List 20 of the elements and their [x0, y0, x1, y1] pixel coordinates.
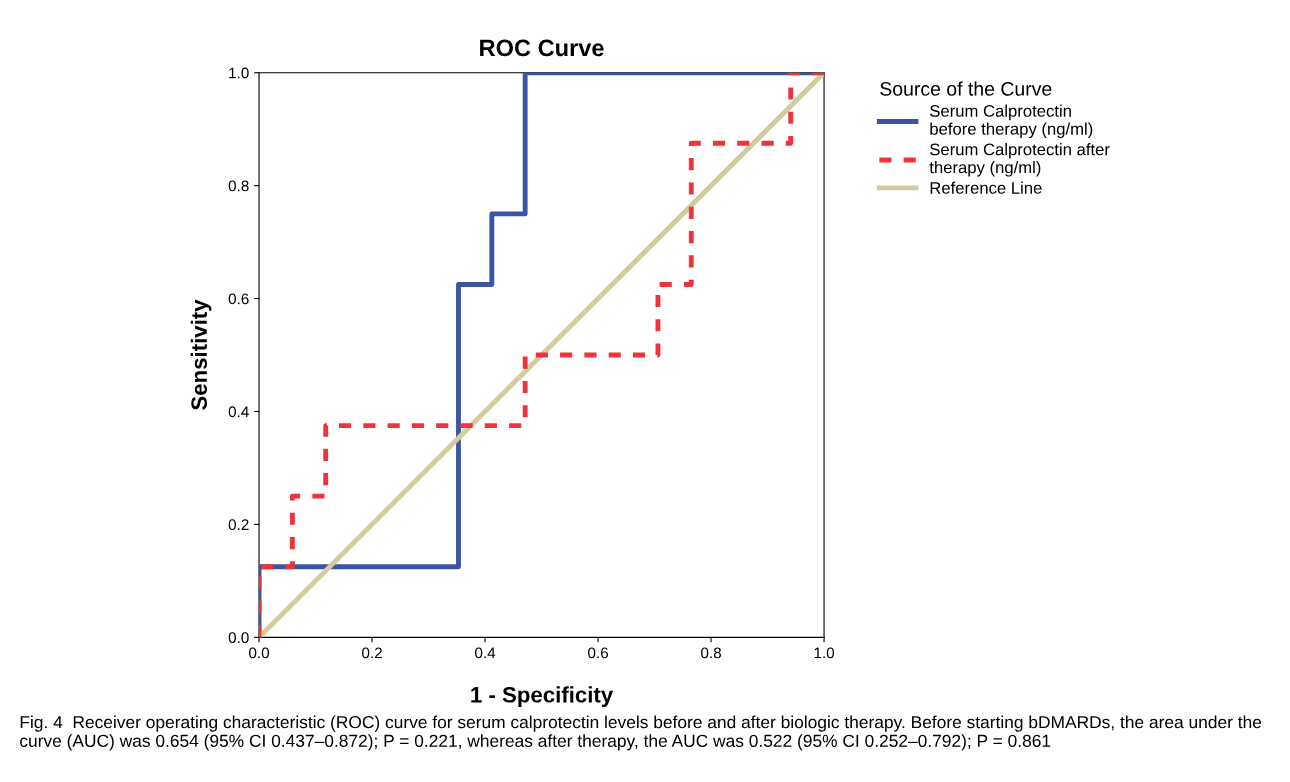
legend-label: Serum Calprotectin after therapy (ng/ml)	[929, 143, 1110, 177]
y-axis-title: Sensitivity	[190, 299, 212, 410]
y-tick-label: 0.8	[228, 180, 249, 192]
y-tick-label: 0.4	[228, 406, 249, 418]
legend-label: Serum Calprotectin before therapy (ng/ml)	[930, 104, 1093, 139]
chart-title: ROC Curve	[480, 39, 604, 57]
x-tick-label: 0.2	[362, 647, 382, 659]
y-tick-label: 0.2	[228, 519, 249, 531]
x-tick-label: 0.8	[701, 647, 721, 659]
x-tick-label: 0.6	[588, 647, 608, 659]
y-tick-label: 0.6	[228, 293, 249, 305]
legend-title: Source of the Curve	[880, 81, 1052, 96]
x-tick-label: 0.4	[475, 647, 496, 659]
x-tick-label: 1.0	[814, 647, 835, 659]
x-tick-label: 0.0	[249, 647, 270, 659]
caption: Fig. 4 Receiver operating characteristic (ROC) curve for serum calprotectin levels before and after biologic therapy. Before starting bDMARDs, the area under the curve (AUC) was 0.654 (95% CI 0.437–0.872); P = 0.221, whereas after therapy, the AUC was 0.522 (95% CI 0.252–0.792); P = 0.861	[20, 715, 1262, 751]
x-axis-title: 1 - Specificity	[471, 686, 614, 708]
y-tick-label: 1.0	[229, 67, 249, 79]
y-tick-label: 0.0	[228, 632, 249, 644]
legend-label: Reference Line	[930, 181, 1042, 194]
